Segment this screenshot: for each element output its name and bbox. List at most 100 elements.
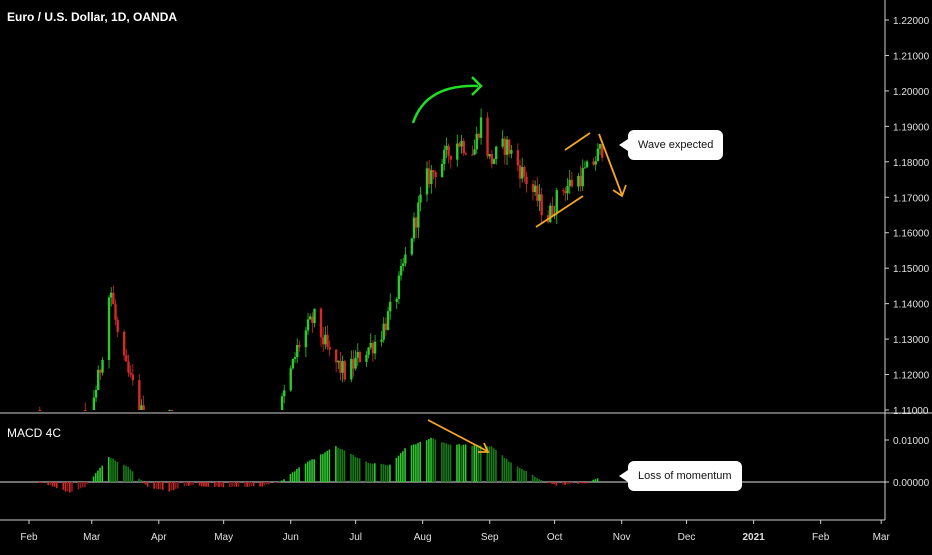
macd-bar bbox=[289, 474, 292, 482]
macd-bar bbox=[64, 482, 67, 492]
candle-body bbox=[328, 346, 331, 350]
macd-bar bbox=[479, 445, 482, 482]
candle-body bbox=[386, 311, 390, 330]
candle-body bbox=[536, 185, 539, 201]
candle-body bbox=[127, 361, 130, 373]
candle-body bbox=[581, 168, 584, 187]
candle-body bbox=[488, 154, 491, 157]
macd-bar bbox=[99, 467, 101, 482]
time-tick-label: Jun bbox=[283, 532, 299, 543]
candle-body bbox=[520, 166, 524, 179]
macd-divergence-arrowhead bbox=[478, 442, 490, 453]
candle-body bbox=[419, 194, 422, 203]
candle-body bbox=[131, 374, 135, 381]
macd-bar bbox=[326, 450, 328, 482]
candle-body bbox=[456, 143, 459, 160]
macd-bar bbox=[417, 442, 419, 482]
expected-drop-arrow bbox=[598, 133, 623, 196]
macd-bar bbox=[185, 482, 188, 486]
candle-body bbox=[343, 361, 346, 380]
candle-body bbox=[384, 323, 388, 330]
candle-body bbox=[304, 330, 308, 348]
macd-tick-label: 0.00000 bbox=[893, 478, 930, 489]
price-tick-label: 1.21000 bbox=[893, 51, 930, 62]
macd-bar bbox=[356, 457, 359, 482]
candle-body bbox=[324, 334, 327, 345]
macd-bar bbox=[540, 480, 543, 482]
macd-bar bbox=[283, 479, 285, 482]
candle-body bbox=[566, 186, 569, 194]
candle-body bbox=[94, 389, 98, 398]
macd-bar bbox=[490, 446, 493, 482]
candle-body bbox=[101, 359, 104, 373]
macd-bar bbox=[425, 440, 428, 482]
candle-body bbox=[477, 133, 481, 138]
candle-body bbox=[122, 331, 126, 356]
candle-body bbox=[283, 390, 286, 397]
macd-bar bbox=[585, 482, 588, 484]
top-arc-arrow bbox=[411, 84, 479, 124]
macd-bar bbox=[397, 455, 400, 482]
candle-body bbox=[434, 172, 437, 178]
candle-body bbox=[293, 357, 297, 359]
time-tick-label: Dec bbox=[678, 532, 696, 543]
macd-bar bbox=[131, 471, 134, 482]
candle-body bbox=[125, 355, 128, 362]
candle-body bbox=[533, 185, 537, 192]
macd-bar bbox=[291, 472, 294, 482]
candle-body bbox=[518, 165, 522, 179]
time-tick-label: Sep bbox=[481, 532, 499, 543]
macd-bar bbox=[443, 442, 445, 482]
macd-bar bbox=[335, 446, 337, 482]
expected-drop-arrowhead bbox=[612, 184, 627, 198]
macd-bar bbox=[68, 482, 71, 493]
macd-bar bbox=[596, 478, 599, 482]
macd-bar bbox=[47, 482, 49, 486]
macd-bar bbox=[501, 455, 504, 482]
macd-bar bbox=[168, 482, 171, 492]
macd-bar bbox=[293, 471, 296, 482]
price-tick-label: 1.11000 bbox=[893, 406, 929, 417]
price-tick-label: 1.15000 bbox=[893, 264, 930, 275]
macd-bar bbox=[222, 482, 225, 488]
macd-axis: 0.01000 0.00000 bbox=[885, 436, 930, 489]
macd-bar bbox=[534, 476, 536, 482]
candle-body bbox=[490, 154, 494, 164]
wave-expected-callout: Wave expected bbox=[618, 130, 724, 160]
candle-body bbox=[356, 352, 359, 358]
candle-body bbox=[401, 263, 405, 267]
macd-bar bbox=[123, 464, 125, 482]
candle-body bbox=[540, 194, 543, 216]
macd-bar bbox=[155, 482, 158, 489]
candle-body bbox=[280, 396, 284, 410]
macd-bar bbox=[547, 482, 549, 483]
macd-bar bbox=[274, 482, 277, 483]
macd-bar bbox=[157, 482, 160, 490]
macd-bar bbox=[259, 482, 261, 487]
candle-body bbox=[354, 357, 357, 369]
macd-bar bbox=[71, 482, 73, 492]
macd-bar bbox=[594, 479, 597, 482]
macd-bar bbox=[92, 476, 95, 482]
candle-body bbox=[432, 170, 435, 173]
macd-bar bbox=[322, 454, 324, 482]
macd-bar bbox=[107, 457, 110, 482]
macd-bar bbox=[220, 482, 223, 487]
candle-body bbox=[84, 410, 87, 411]
macd-bar bbox=[536, 478, 538, 482]
candle-body bbox=[352, 358, 355, 369]
time-tick-label: Apr bbox=[151, 532, 167, 543]
macd-bar bbox=[471, 445, 473, 482]
candle-body bbox=[140, 405, 143, 410]
macd-bar bbox=[447, 444, 450, 482]
macd-bar bbox=[412, 444, 415, 482]
indicator-title: MACD 4C bbox=[7, 426, 61, 440]
candle-body bbox=[289, 368, 292, 391]
candle-body bbox=[109, 292, 113, 298]
macd-bar bbox=[508, 461, 510, 482]
candle-body bbox=[334, 349, 338, 363]
candle-body bbox=[367, 347, 370, 355]
candle-body bbox=[564, 190, 567, 194]
macd-bar bbox=[49, 482, 52, 486]
candle-body bbox=[107, 297, 111, 360]
